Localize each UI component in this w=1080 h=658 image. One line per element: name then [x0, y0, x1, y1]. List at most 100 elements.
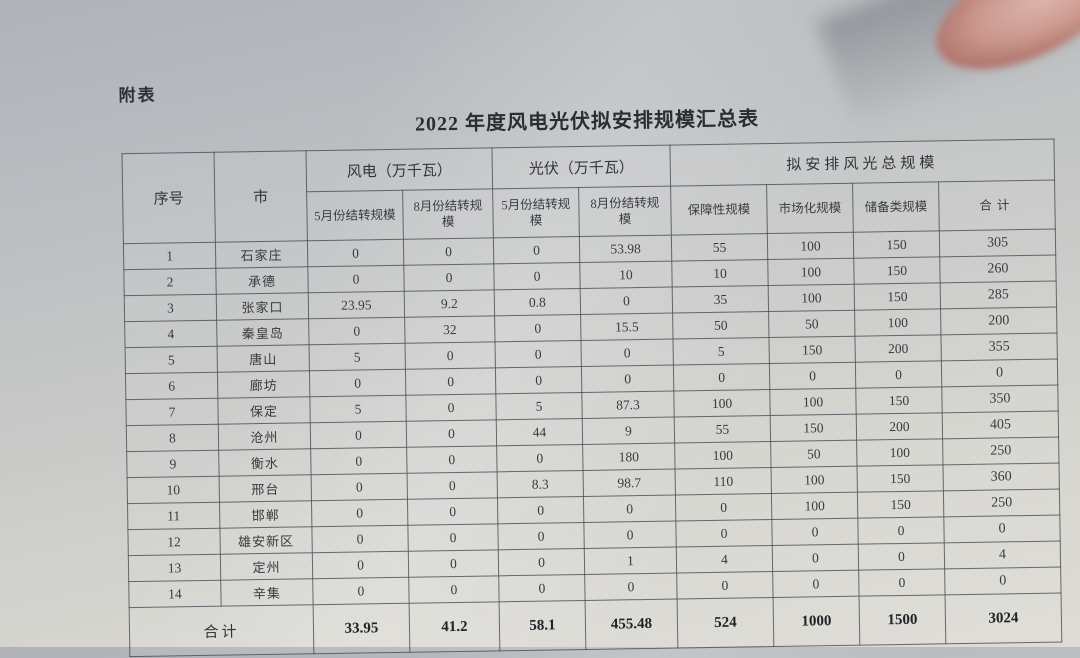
cell-city: 邢台 [219, 474, 312, 503]
cell-wind_aug: 0 [407, 523, 499, 552]
total-guaranteed: 524 [677, 597, 774, 649]
cell-guaranteed: 0 [675, 519, 773, 548]
cell-pv_may: 0 [494, 314, 582, 342]
cell-no: 14 [128, 580, 222, 608]
header-group-wind: 风电（万千瓦） [305, 147, 493, 192]
cell-sum: 260 [939, 255, 1057, 283]
cell-wind_may: 5 [309, 343, 406, 371]
cell-wind_may: 23.95 [308, 291, 405, 319]
cell-guaranteed: 55 [671, 233, 768, 262]
header-sum: 合计 [938, 180, 1056, 231]
cell-sum: 0 [941, 359, 1058, 387]
header-index: 序号 [122, 152, 216, 244]
cell-pv_may: 5 [495, 392, 583, 420]
cell-pv_aug: 98.7 [583, 469, 676, 497]
cell-market: 50 [770, 440, 858, 468]
cell-city: 承德 [215, 266, 309, 295]
cell-city: 衡水 [218, 448, 312, 477]
cell-no: 5 [125, 346, 218, 374]
cell-sum: 0 [944, 567, 1062, 595]
cell-wind_aug: 0 [407, 471, 498, 500]
cell-pv_aug: 0 [583, 521, 677, 549]
cell-city: 雄安新区 [219, 526, 313, 555]
cell-reserve: 0 [858, 568, 946, 597]
cell-reserve: 100 [856, 438, 944, 467]
cell-pv_aug: 180 [582, 443, 676, 471]
cell-sum: 0 [943, 515, 1061, 543]
cell-sum: 200 [940, 307, 1057, 335]
header-market-scale: 市场化规模 [766, 183, 854, 234]
cell-reserve: 200 [856, 412, 943, 441]
cell-wind_may: 0 [310, 421, 407, 449]
cell-pv_aug: 0 [583, 495, 676, 523]
cell-no: 13 [128, 554, 221, 582]
cell-sum: 250 [943, 489, 1060, 517]
cell-market: 100 [771, 492, 858, 520]
cell-guaranteed: 110 [675, 467, 772, 496]
cell-wind_may: 0 [312, 577, 410, 605]
total-wind-may: 33.95 [313, 603, 410, 654]
cell-pv_may: 0 [493, 262, 581, 290]
header-pv-may: 5月份结转规模 [492, 187, 580, 238]
cell-no: 1 [123, 242, 216, 270]
header-reserve-scale: 储备类规模 [852, 181, 940, 233]
cell-city: 唐山 [217, 344, 310, 373]
header-city: 市 [213, 150, 308, 243]
cell-pv_aug: 9 [582, 417, 675, 445]
cell-market: 100 [771, 466, 858, 494]
total-label: 合计 [129, 604, 314, 657]
cell-no: 9 [126, 450, 220, 478]
cell-wind_may: 0 [312, 551, 409, 579]
cell-wind_may: 0 [311, 499, 408, 527]
cell-wind_may: 0 [309, 369, 406, 397]
cell-sum: 360 [943, 463, 1060, 491]
cell-guaranteed: 5 [673, 337, 770, 366]
cell-no: 3 [124, 294, 217, 322]
cell-wind_aug: 0 [408, 575, 500, 604]
cell-no: 2 [123, 268, 217, 296]
cell-no: 7 [125, 398, 219, 426]
cell-guaranteed: 10 [671, 259, 769, 288]
cell-reserve: 0 [855, 360, 942, 389]
cell-market: 100 [769, 388, 857, 416]
cell-reserve: 100 [854, 308, 941, 337]
cell-no: 10 [127, 476, 220, 504]
cell-wind_aug: 0 [407, 497, 498, 526]
cell-sum: 305 [939, 229, 1056, 257]
cell-pv_may: 0 [497, 496, 584, 524]
total-market: 1000 [773, 596, 860, 647]
cell-market: 50 [768, 310, 855, 338]
cell-reserve: 150 [854, 282, 941, 311]
cell-wind_aug: 9.2 [404, 289, 495, 318]
cell-pv_may: 0 [493, 236, 580, 264]
total-sum: 3024 [945, 592, 1062, 644]
cell-pv_may: 44 [496, 418, 583, 446]
cell-market: 0 [771, 518, 859, 546]
cell-pv_aug: 15.5 [580, 313, 674, 341]
cell-wind_aug: 32 [404, 315, 496, 344]
cell-wind_may: 0 [310, 447, 408, 475]
document-title: 2022 年度风电光伏拟安排规模汇总表 [414, 108, 760, 136]
cell-city: 石家庄 [215, 240, 308, 269]
total-pv-aug: 455.48 [585, 599, 678, 650]
cell-guaranteed: 0 [676, 571, 774, 600]
cell-sum: 285 [940, 281, 1057, 309]
cell-city: 廊坊 [217, 370, 310, 399]
cell-reserve: 150 [857, 490, 944, 519]
cell-guaranteed: 0 [673, 363, 770, 392]
cell-wind_aug: 0 [405, 367, 496, 396]
cell-pv_may: 0 [495, 340, 582, 368]
cell-pv_aug: 0 [584, 573, 678, 601]
cell-pv_aug: 0 [581, 365, 674, 393]
cell-wind_may: 5 [309, 395, 407, 423]
cell-market: 150 [770, 414, 857, 442]
table-body: 1 石家庄 0 0 0 53.98 55 100 150 305 2 承德 0 0 0 10 10 100 150 2… [123, 229, 1062, 608]
header-group-total: 拟安排风光总规模 [669, 139, 1055, 187]
cell-reserve: 200 [854, 334, 942, 363]
cell-city: 张家口 [216, 292, 309, 321]
cell-wind_aug: 0 [405, 393, 497, 422]
cell-pv_may: 0 [497, 522, 585, 550]
cell-pv_aug: 1 [584, 547, 677, 575]
cell-wind_aug: 0 [403, 263, 495, 292]
cell-no: 12 [127, 528, 221, 556]
